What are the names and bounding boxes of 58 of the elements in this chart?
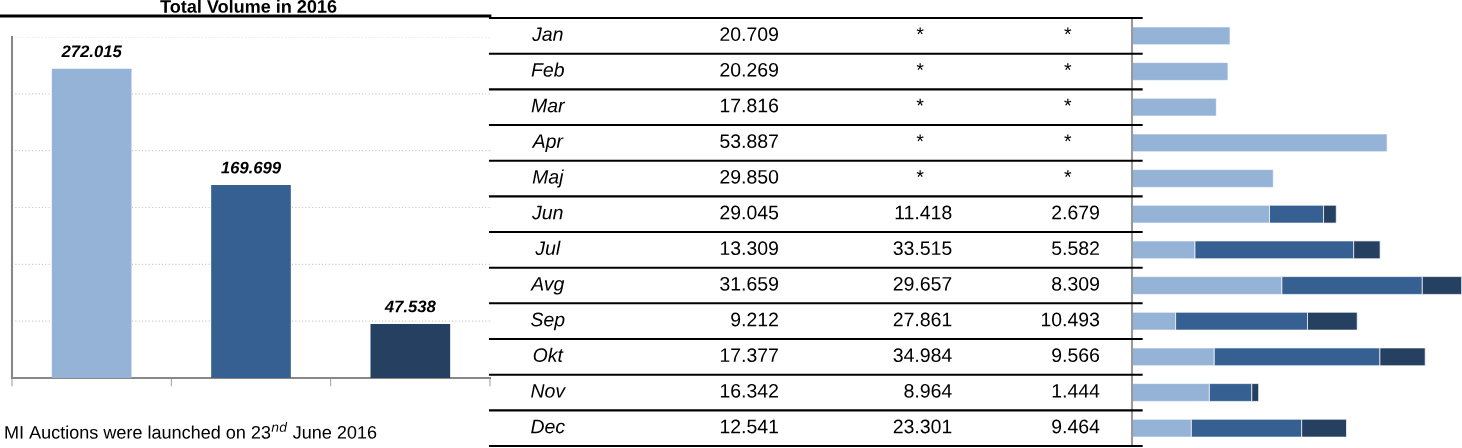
y-tick-label: Maj bbox=[532, 169, 564, 188]
data-label: 29.045 bbox=[720, 205, 779, 220]
data-label: 34.984 bbox=[893, 348, 952, 363]
data-label: 12.541 bbox=[720, 419, 778, 434]
y-tick-label: Jan bbox=[532, 27, 563, 42]
text: * bbox=[1064, 134, 1072, 142]
y-tick-label: Apr bbox=[531, 134, 564, 152]
data-label: 27.861 bbox=[893, 312, 952, 327]
text: * bbox=[916, 134, 924, 142]
text: * bbox=[916, 98, 924, 106]
data-label: 9.566 bbox=[1052, 348, 1100, 363]
data-label: 17.816 bbox=[720, 98, 779, 113]
y-tick-label: Mar bbox=[531, 98, 566, 113]
text: * bbox=[916, 27, 924, 35]
bar bbox=[1132, 62, 1229, 81]
y-tick-label: Dec bbox=[531, 419, 565, 434]
text: * bbox=[916, 63, 924, 70]
y-tick-label: Feb bbox=[531, 62, 564, 77]
bar bbox=[1132, 97, 1217, 117]
data-label: 29.850 bbox=[720, 169, 779, 184]
data-label: 8.964 bbox=[904, 383, 952, 398]
text: * bbox=[1064, 63, 1072, 70]
data-label: 53.887 bbox=[720, 134, 778, 149]
data-label: 272.015 bbox=[61, 45, 122, 58]
bar bbox=[1132, 26, 1231, 46]
data-label: 2.679 bbox=[1052, 205, 1099, 220]
bar bbox=[1132, 169, 1274, 188]
data-label: 17.377 bbox=[720, 348, 778, 363]
data-label: 9.212 bbox=[731, 312, 778, 327]
data-label: 10.493 bbox=[1041, 312, 1100, 327]
data-label: 8.309 bbox=[1052, 276, 1099, 291]
data-label: 16.342 bbox=[720, 383, 778, 398]
data-label: 9.464 bbox=[1052, 419, 1100, 434]
text: * bbox=[1064, 27, 1072, 35]
data-label: 47.538 bbox=[384, 300, 436, 313]
data-label: 169.699 bbox=[221, 161, 282, 174]
text: MI Auctions were launched on 23$^{nd}$ June 2016 bbox=[5, 422, 377, 439]
data-label: 23.301 bbox=[893, 419, 952, 434]
data-label: 31.659 bbox=[720, 276, 778, 291]
y-tick-label: Avg bbox=[530, 277, 565, 295]
data-label: 20.269 bbox=[720, 62, 778, 77]
text: * bbox=[1064, 98, 1072, 106]
data-label: 20.709 bbox=[720, 27, 778, 42]
y-tick-label: Nov bbox=[531, 384, 566, 398]
y-tick-label: Sep bbox=[531, 312, 565, 331]
y-tick-label: Jun bbox=[532, 205, 563, 220]
bar bbox=[1132, 133, 1388, 153]
y-tick-label: Jul bbox=[535, 240, 561, 256]
text: * bbox=[916, 170, 924, 177]
chart-title: Total Volume in 2016 bbox=[160, 0, 337, 13]
y-tick-label: Okt bbox=[533, 347, 564, 363]
data-label: 11.418 bbox=[895, 205, 952, 220]
data-label: 29.657 bbox=[893, 276, 952, 291]
text: * bbox=[1064, 170, 1072, 177]
data-label: 33.515 bbox=[893, 241, 952, 256]
data-label: 1.444 bbox=[1052, 384, 1100, 398]
data-label: 5.582 bbox=[1052, 241, 1099, 256]
data-label: 13.309 bbox=[720, 241, 778, 256]
